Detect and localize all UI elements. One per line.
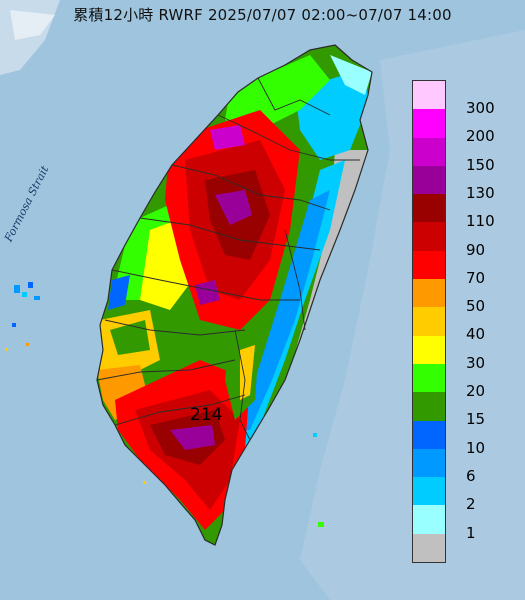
legend-swatch [413,222,445,251]
legend-swatch [413,363,445,393]
legend-swatch [413,137,445,166]
legend-label: 40 [466,325,486,344]
legend-label: 150 [466,155,495,174]
legend-label: 90 [466,240,486,259]
max-value-label: 214 [190,405,223,425]
legend-swatch [413,81,445,110]
legend-swatch [413,307,445,336]
legend-label: 15 [466,410,486,429]
offshore-echoes [5,282,324,527]
legend-label: 110 [466,212,495,231]
legend-swatch [413,448,445,478]
legend-swatch [413,420,445,449]
map-title: 累積12小時 RWRF 2025/07/07 02:00~07/07 14:00 [73,6,452,24]
legend-swatch [413,194,445,223]
legend-label: 6 [466,466,476,485]
legend-swatch [413,533,445,563]
legend-label: 70 [466,268,486,287]
legend-label: 10 [466,438,486,457]
legend-swatch [413,250,445,280]
legend-label: 300 [466,99,495,117]
legend-swatch [413,392,445,421]
legend-label: 20 [466,382,486,400]
county-boundaries [96,44,373,546]
legend-swatch [413,279,445,308]
legend-label: 30 [466,353,486,372]
legend-label: 130 [466,183,495,202]
legend-label: 200 [466,127,495,146]
legend-label: 50 [466,297,486,316]
legend-swatch [413,165,445,195]
legend-label: 1 [466,523,476,542]
legend-color-bar [412,80,446,564]
legend-label: 2 [466,495,476,514]
legend-swatch [413,505,445,534]
legend-swatch [413,335,445,364]
legend-swatch [413,109,445,138]
legend-swatch [413,477,445,506]
